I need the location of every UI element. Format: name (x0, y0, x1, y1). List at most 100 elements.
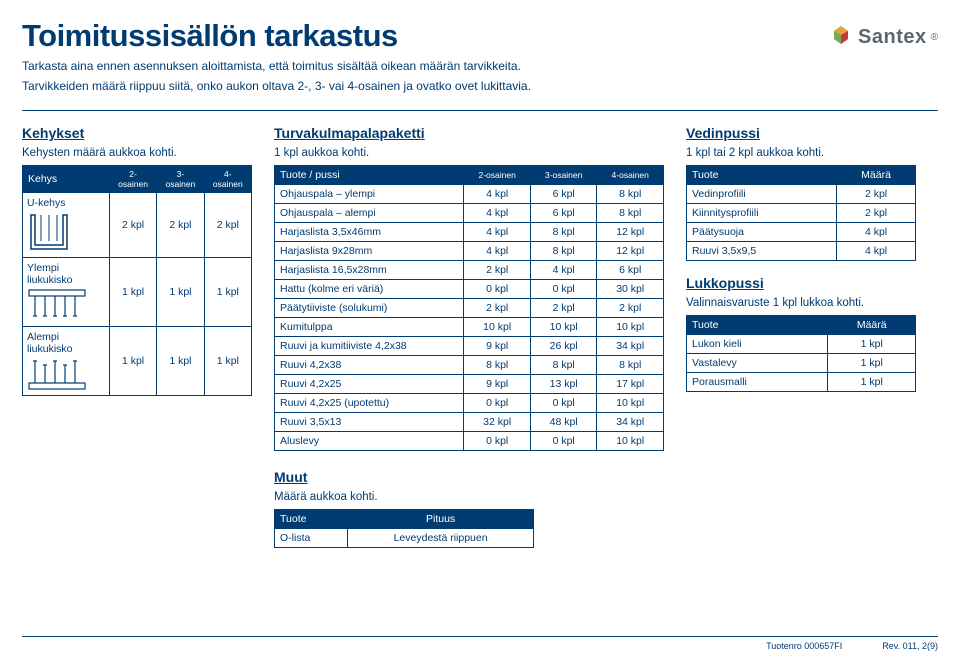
cell: Ohjauspala – alempi (275, 204, 464, 223)
cell: Harjaslista 9x28mm (275, 242, 464, 261)
cell: 8 kpl (530, 223, 597, 242)
table-row: Päätytiiviste (solukumi)2 kpl2 kpl2 kpl (275, 299, 664, 318)
cell: Kiinnitysprofiili (687, 204, 837, 223)
cell: 1 kpl (204, 258, 251, 327)
table-row: Ruuvi 4,2x25 (upotettu)0 kpl0 kpl10 kpl (275, 394, 664, 413)
vedinpussi-sub: 1 kpl tai 2 kpl aukkoa kohti. (686, 147, 916, 159)
cell: Ruuvi 4,2x25 (275, 375, 464, 394)
section-muut: Muut Määrä aukkoa kohti. Tuote Pituus O-… (274, 469, 664, 548)
cell: 0 kpl (464, 432, 531, 451)
cell: Porausmalli (687, 373, 828, 392)
cell: 4 kpl (530, 261, 597, 280)
lukkopussi-title: Lukkopussi (686, 275, 916, 291)
cell: 2 kpl (204, 193, 251, 258)
cell: 2 kpl (109, 193, 156, 258)
cell: 0 kpl (530, 394, 597, 413)
kehys-cell: Ylempi liukukisko (23, 258, 110, 327)
col: Tuote (275, 510, 348, 529)
right-column: Vedinpussi 1 kpl tai 2 kpl aukkoa kohti.… (686, 125, 916, 548)
section-vedinpussi: Vedinpussi 1 kpl tai 2 kpl aukkoa kohti.… (686, 125, 916, 261)
table-row: Alempi liukukisko 1 kpl 1 kpl 1 kpl (23, 327, 252, 396)
kehys-label: Ylempi liukukisko (27, 262, 105, 286)
cell: 0 kpl (464, 280, 531, 299)
cell: 8 kpl (597, 185, 664, 204)
cell: 4 kpl (464, 185, 531, 204)
cell: 12 kpl (597, 242, 664, 261)
cell: Ruuvi 4,2x38 (275, 356, 464, 375)
cell: 1 kpl (109, 327, 156, 396)
cell: 8 kpl (597, 204, 664, 223)
col: Määrä (837, 166, 916, 185)
cell: 1 kpl (828, 335, 916, 354)
brand-name: Santex (858, 26, 927, 49)
cell: 34 kpl (597, 413, 664, 432)
cell: Leveydestä riippuen (348, 529, 534, 548)
table-header-row: Tuote Määrä (687, 166, 916, 185)
cell: 1 kpl (828, 354, 916, 373)
col: 2-osainen (464, 166, 531, 185)
cell: 0 kpl (530, 280, 597, 299)
cell: 26 kpl (530, 337, 597, 356)
cell: 0 kpl (530, 432, 597, 451)
cell: 2 kpl (837, 204, 916, 223)
table-header-row: Tuote Määrä (687, 316, 916, 335)
kehys-cell: U-kehys (23, 193, 110, 258)
table-row: O-lista Leveydestä riippuen (275, 529, 534, 548)
table-row: Ruuvi 4,2x388 kpl8 kpl8 kpl (275, 356, 664, 375)
table-row: Aluslevy0 kpl0 kpl10 kpl (275, 432, 664, 451)
brand-logo: Santex ® (828, 24, 938, 50)
table-row: Vedinprofiili2 kpl (687, 185, 916, 204)
cell: 2 kpl (530, 299, 597, 318)
table-row: Ruuvi 3,5x1332 kpl48 kpl34 kpl (275, 413, 664, 432)
kehykset-title: Kehykset (22, 125, 252, 141)
turva-table: Tuote / pussi 2-osainen 3-osainen 4-osai… (274, 165, 664, 451)
table-row: Ylempi liukukisko 1 kpl 1 kpl 1 kpl (23, 258, 252, 327)
vedinpussi-table: Tuote Määrä Vedinprofiili2 kplKiinnitysp… (686, 165, 916, 261)
table-row: Harjaslista 9x28mm4 kpl8 kpl12 kpl (275, 242, 664, 261)
cell: 10 kpl (464, 318, 531, 337)
lukkopussi-sub: Valinnaisvaruste 1 kpl lukkoa kohti. (686, 297, 916, 309)
cell: 4 kpl (837, 223, 916, 242)
cell: 4 kpl (464, 242, 531, 261)
muut-title: Muut (274, 469, 664, 485)
page-title: Toimitussisällön tarkastus (22, 18, 531, 54)
cell: Ruuvi 4,2x25 (upotettu) (275, 394, 464, 413)
col-kehys: Kehys (23, 166, 110, 193)
alempi-liukukisko-icon (27, 357, 87, 391)
cell: 4 kpl (464, 204, 531, 223)
cell: 2 kpl (597, 299, 664, 318)
cell: 6 kpl (530, 204, 597, 223)
cell: 13 kpl (530, 375, 597, 394)
col: Tuote (687, 316, 828, 335)
subtitle-2: Tarvikkeiden määrä riippuu siitä, onko a… (22, 78, 531, 94)
cell: 9 kpl (464, 337, 531, 356)
cell: 6 kpl (530, 185, 597, 204)
table-row: U-kehys 2 kpl 2 kpl 2 kpl (23, 193, 252, 258)
section-kehykset: Kehykset Kehysten määrä aukkoa kohti. Ke… (22, 125, 252, 548)
kehys-cell: Alempi liukukisko (23, 327, 110, 396)
cell: 17 kpl (597, 375, 664, 394)
cell: 1 kpl (157, 258, 204, 327)
cell: 6 kpl (597, 261, 664, 280)
ylempi-liukukisko-icon (27, 288, 87, 322)
cell: 8 kpl (530, 242, 597, 261)
cell: Ruuvi 3,5x13 (275, 413, 464, 432)
muut-table: Tuote Pituus O-lista Leveydestä riippuen (274, 509, 534, 548)
table-row: Päätysuoja4 kpl (687, 223, 916, 242)
cell: 2 kpl (464, 261, 531, 280)
cell: Ruuvi ja kumitiiviste 4,2x38 (275, 337, 464, 356)
kehykset-sub: Kehysten määrä aukkoa kohti. (22, 147, 252, 159)
col: Tuote / pussi (275, 166, 464, 185)
section-lukkopussi: Lukkopussi Valinnaisvaruste 1 kpl lukkoa… (686, 275, 916, 392)
table-row: Porausmalli1 kpl (687, 373, 916, 392)
content-columns: Kehykset Kehysten määrä aukkoa kohti. Ke… (22, 125, 938, 548)
col: Tuote (687, 166, 837, 185)
cell: 1 kpl (157, 327, 204, 396)
cell: 4 kpl (837, 242, 916, 261)
lukkopussi-table: Tuote Määrä Lukon kieli1 kplVastalevy1 k… (686, 315, 916, 392)
cell: Harjaslista 3,5x46mm (275, 223, 464, 242)
kehykset-table: Kehys 2-osainen 3-osainen 4-osainen U-ke… (22, 165, 252, 396)
cell: 1 kpl (109, 258, 156, 327)
cell: 2 kpl (157, 193, 204, 258)
cell: 8 kpl (530, 356, 597, 375)
